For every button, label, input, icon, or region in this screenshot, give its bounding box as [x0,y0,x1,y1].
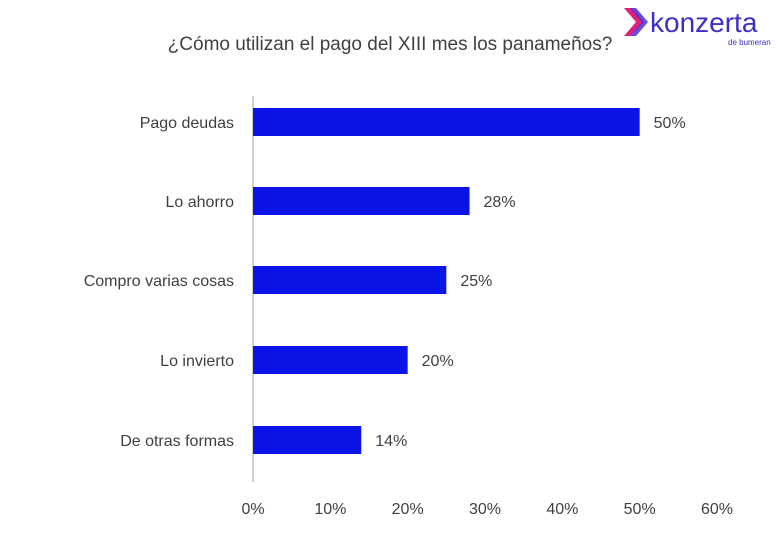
data-label: 50% [654,115,686,132]
x-tick-label: 40% [546,501,578,518]
category-label: De otras formas [120,433,234,450]
category-label: Lo invierto [160,353,234,370]
svg-text:konzerta: konzerta [650,7,758,38]
bar-4 [253,426,362,454]
x-tick-label: 10% [314,501,346,518]
x-tick-label: 0% [241,501,264,518]
konzerta-logo: konzerta de bumeran [624,7,771,47]
bar-2 [253,266,447,294]
bar-0 [253,108,640,136]
data-label: 25% [460,273,492,290]
data-label: 20% [422,353,454,370]
x-tick-label: 60% [701,501,733,518]
category-label: Lo ahorro [166,194,235,211]
data-label: 28% [484,194,516,211]
x-tick-label: 50% [624,501,656,518]
x-tick-label: 30% [469,501,501,518]
bar-1 [253,187,470,215]
chart-title: ¿Cómo utilizan el pago del XIII mes los … [167,34,613,55]
svg-text:de bumeran: de bumeran [728,38,771,47]
bar-3 [253,346,408,374]
category-label: Compro varias cosas [84,273,234,290]
x-tick-label: 20% [392,501,424,518]
data-label: 14% [375,433,407,450]
category-label: Pago deudas [140,115,234,132]
